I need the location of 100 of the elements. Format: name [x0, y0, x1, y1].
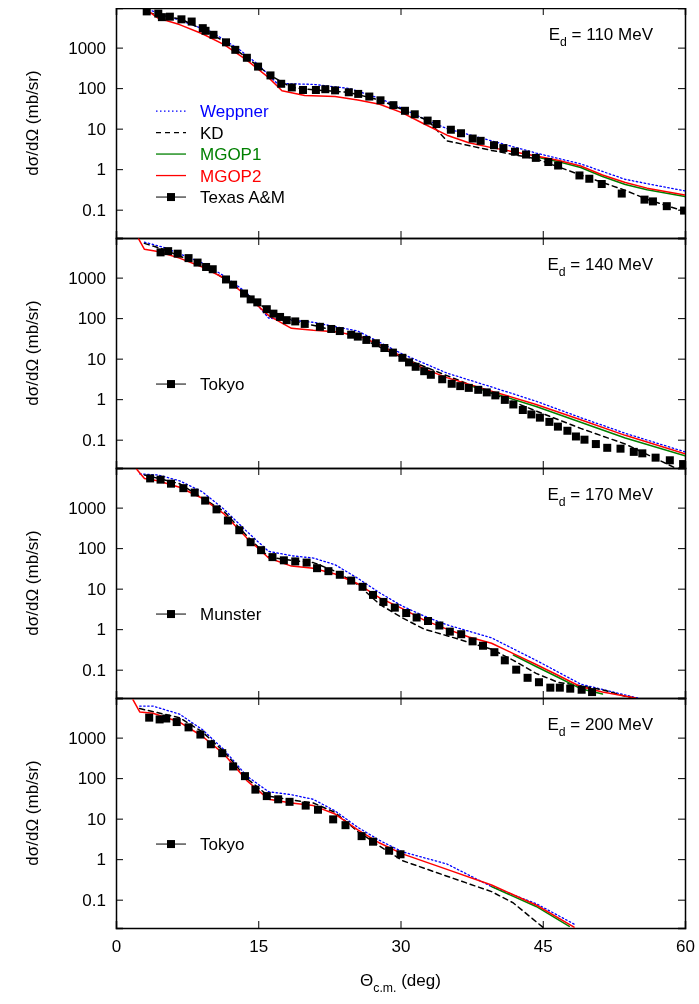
point	[464, 383, 473, 392]
legend-label: KD	[200, 123, 224, 143]
point	[482, 388, 491, 397]
point	[300, 319, 309, 328]
point	[527, 410, 536, 419]
point	[246, 538, 255, 547]
point	[575, 171, 584, 180]
point	[468, 134, 477, 143]
point	[424, 617, 432, 625]
y-tick-label: 0.1	[82, 660, 106, 680]
point	[554, 161, 563, 170]
point	[402, 609, 411, 618]
point	[167, 479, 175, 488]
point	[173, 249, 182, 258]
point	[369, 837, 377, 846]
point	[262, 792, 271, 801]
point	[365, 92, 374, 101]
point	[301, 801, 310, 810]
point	[187, 17, 196, 26]
legend-label: Munster	[200, 605, 262, 625]
y-tick-label: 10	[87, 119, 106, 139]
point	[242, 53, 251, 62]
point	[588, 688, 597, 697]
legend-label: MGOP1	[200, 145, 262, 165]
point	[302, 558, 311, 567]
point	[257, 546, 266, 555]
point	[262, 305, 271, 314]
point	[545, 417, 554, 426]
point	[177, 15, 186, 24]
y-tick-label: 10	[87, 579, 106, 599]
point	[354, 89, 363, 98]
point	[518, 406, 527, 415]
point	[222, 38, 231, 47]
y-tick-label: 0.1	[82, 200, 106, 220]
y-tick-label: 1000	[68, 498, 106, 518]
point	[313, 564, 322, 573]
point	[534, 678, 543, 687]
point	[571, 432, 580, 441]
point	[546, 683, 555, 692]
point	[523, 673, 532, 682]
point	[438, 375, 447, 384]
point	[638, 449, 647, 458]
point	[314, 805, 322, 814]
point	[212, 505, 221, 514]
point	[555, 683, 564, 692]
point	[353, 332, 362, 341]
legend-label: Weppner	[200, 102, 270, 122]
point	[209, 30, 218, 39]
point	[577, 685, 586, 694]
point	[206, 740, 215, 749]
point	[172, 718, 181, 727]
annotation: E$_{d}$ = 110 MeV	[548, 25, 654, 49]
y-tick-label: 1	[96, 620, 106, 640]
point	[585, 174, 594, 183]
point	[491, 391, 500, 400]
point	[277, 79, 286, 88]
point	[665, 456, 674, 465]
point	[376, 96, 385, 105]
point	[344, 88, 353, 97]
point	[388, 348, 397, 357]
point	[282, 316, 291, 325]
point	[324, 567, 333, 576]
point	[357, 832, 366, 841]
y-tick-label: 0.1	[82, 890, 106, 910]
point	[201, 496, 210, 505]
y-axis-title: dσ/dΩ (mb/sr)	[23, 530, 42, 636]
point	[251, 785, 260, 794]
y-tick-label: 1	[96, 850, 106, 870]
point	[411, 362, 420, 371]
point	[291, 557, 300, 566]
point	[193, 258, 202, 267]
point	[566, 684, 575, 693]
point	[651, 453, 660, 462]
y-tick-label: 1	[96, 160, 106, 180]
point	[412, 613, 421, 622]
point	[468, 637, 477, 646]
point	[457, 129, 465, 138]
point	[179, 484, 188, 493]
point	[617, 189, 626, 198]
point	[509, 400, 518, 409]
point	[563, 426, 572, 435]
annotation: E$_{d}$ = 170 MeV	[547, 485, 654, 509]
point	[266, 71, 275, 80]
point	[553, 422, 562, 431]
x-axis-title: Θ$_{c.m.}$ (deg)	[360, 971, 441, 995]
point	[229, 762, 238, 771]
y-tick-label: 100	[77, 769, 106, 789]
point	[335, 570, 344, 579]
point	[500, 656, 509, 665]
y-tick-label: 10	[87, 809, 106, 829]
point	[202, 262, 211, 271]
point	[385, 846, 394, 855]
point	[446, 125, 455, 134]
point	[253, 298, 262, 307]
point	[389, 101, 398, 110]
point	[311, 85, 320, 94]
x-tick-label: 15	[249, 937, 269, 957]
point	[276, 312, 285, 321]
point	[274, 795, 283, 804]
y-axis-title: dσ/dΩ (mb/sr)	[23, 70, 42, 176]
